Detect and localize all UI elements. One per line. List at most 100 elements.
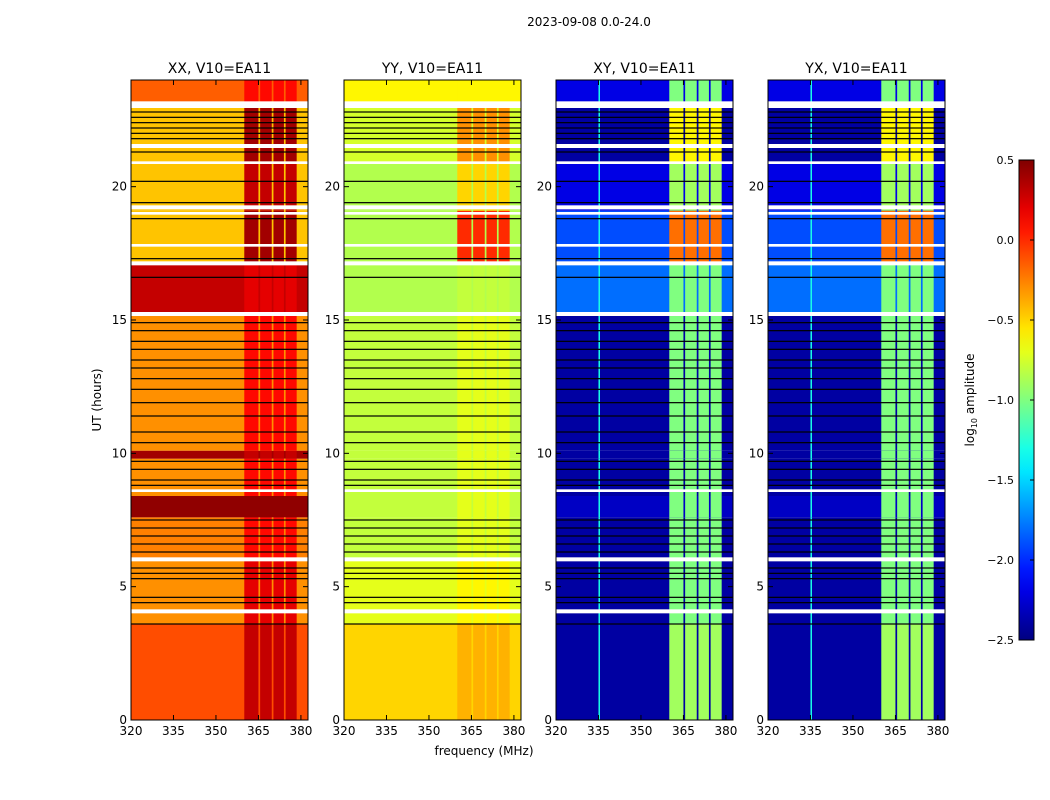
heatmap-rfi-cell xyxy=(669,264,684,312)
heatmap-rfi-cell xyxy=(669,312,684,451)
heatmap-rfi-cell xyxy=(244,458,259,496)
gap-line xyxy=(131,551,308,553)
colorbar-label-prefix: log xyxy=(963,428,977,446)
x-tick-label: 380 xyxy=(289,724,312,738)
heatmap-rfi-cell xyxy=(669,560,684,624)
heatmap-rfi-cell xyxy=(685,458,697,496)
heatmap-rfi-cell xyxy=(685,80,697,104)
heatmap-rfi-cell xyxy=(486,496,497,518)
panel-title: YX, V10=EA11 xyxy=(804,61,907,77)
colorbar-tick-label: −0.5 xyxy=(987,314,1014,327)
heatmap-rfi-cell xyxy=(498,517,510,560)
gap-line xyxy=(556,138,733,140)
y-tick-label: 15 xyxy=(537,313,552,327)
colorbar: 0.5 0.0 −0.5 −1.0 −1.5 −2.0 −2.5 xyxy=(987,154,1035,647)
heatmap-rfi-cell xyxy=(669,80,684,104)
x-tick-label: 320 xyxy=(757,724,780,738)
gap-line xyxy=(768,127,945,129)
gap-line xyxy=(768,122,945,124)
gap-line xyxy=(768,596,945,598)
heatmap-rfi-cell xyxy=(910,312,921,451)
gap-line xyxy=(768,367,945,369)
flagged-band xyxy=(768,312,945,316)
gap-line xyxy=(131,572,308,574)
heatmap-rfi-cell xyxy=(698,312,709,451)
heatmap-rfi-cell xyxy=(910,210,921,264)
gap-line xyxy=(768,388,945,390)
gap-line xyxy=(556,367,733,369)
heatmap-rfi-cell xyxy=(285,560,297,624)
gap-line xyxy=(768,551,945,553)
gap-line xyxy=(344,567,521,569)
gap-line xyxy=(131,322,308,324)
gap-line xyxy=(768,340,945,342)
flagged-band xyxy=(556,261,733,266)
gap-line xyxy=(344,460,521,462)
heatmap-rfi-cell xyxy=(910,450,921,459)
flagged-band xyxy=(344,101,521,108)
gap-line xyxy=(344,543,521,545)
gap-line xyxy=(131,218,308,220)
gap-line xyxy=(556,460,733,462)
gap-line xyxy=(344,442,521,444)
gap-line xyxy=(344,388,521,390)
heatmap-rfi-cell xyxy=(910,517,921,560)
heatmap-rfi-cell xyxy=(473,450,485,459)
heatmap-rfi-cell xyxy=(285,264,297,312)
x-tick-label: 320 xyxy=(120,724,143,738)
heatmap-rfi-cell xyxy=(498,450,510,459)
heatmap-rfi-cell xyxy=(260,624,272,720)
gap-line xyxy=(131,623,308,625)
flagged-band xyxy=(131,489,308,492)
gap-line xyxy=(131,535,308,537)
gap-line xyxy=(556,218,733,220)
heatmap-rfi-cell xyxy=(922,80,934,104)
panel-yx: YX, V10=EA11 320 335 350 365 380 0 5 10 15 20 xyxy=(749,61,950,738)
gap-line xyxy=(131,388,308,390)
y-tick-label: 5 xyxy=(119,580,127,594)
gap-line xyxy=(768,111,945,113)
gap-line xyxy=(344,578,521,580)
gap-line xyxy=(131,151,308,153)
gap-line xyxy=(556,402,733,404)
gap-line xyxy=(556,519,733,521)
gap-line xyxy=(556,484,733,486)
heatmap-line xyxy=(598,80,600,104)
heatmap-rfi-cell xyxy=(244,80,259,104)
heatmap-rfi-cell xyxy=(710,210,722,264)
heatmap-segment xyxy=(131,450,308,459)
flagged-band xyxy=(556,312,733,316)
flagged-band xyxy=(768,609,945,614)
heatmap-line xyxy=(810,210,812,264)
gap-line xyxy=(768,151,945,153)
gap-line xyxy=(131,202,308,204)
flagged-band xyxy=(556,101,733,108)
gap-line xyxy=(344,202,521,204)
heatmap-rfi-cell xyxy=(922,312,934,451)
heatmap-rfi-cell xyxy=(897,496,909,518)
heatmap-rfi-cell xyxy=(922,210,934,264)
heatmap-rfi-cell xyxy=(897,312,909,451)
flagged-band xyxy=(768,144,945,148)
flagged-band xyxy=(768,205,945,210)
heatmap-rfi-cell xyxy=(669,162,684,211)
heatmap-rfi-cell xyxy=(698,517,709,560)
heatmap-line xyxy=(598,264,600,312)
x-tick-label: 365 xyxy=(672,724,695,738)
gap-line xyxy=(344,132,521,134)
heatmap-line xyxy=(810,496,812,518)
gap-line xyxy=(556,572,733,574)
heatmap-rfi-cell xyxy=(473,458,485,496)
heatmap-line xyxy=(810,517,812,560)
heatmap-rfi-cell xyxy=(498,624,510,720)
panel-frame xyxy=(555,79,734,721)
heatmap-line xyxy=(810,312,812,451)
gap-line xyxy=(131,415,308,417)
gap-line xyxy=(131,340,308,342)
y-tick-label: 0 xyxy=(119,713,127,727)
gap-line xyxy=(556,116,733,118)
gap-line xyxy=(131,431,308,433)
heatmap-segment xyxy=(556,450,733,459)
gap-line xyxy=(131,122,308,124)
